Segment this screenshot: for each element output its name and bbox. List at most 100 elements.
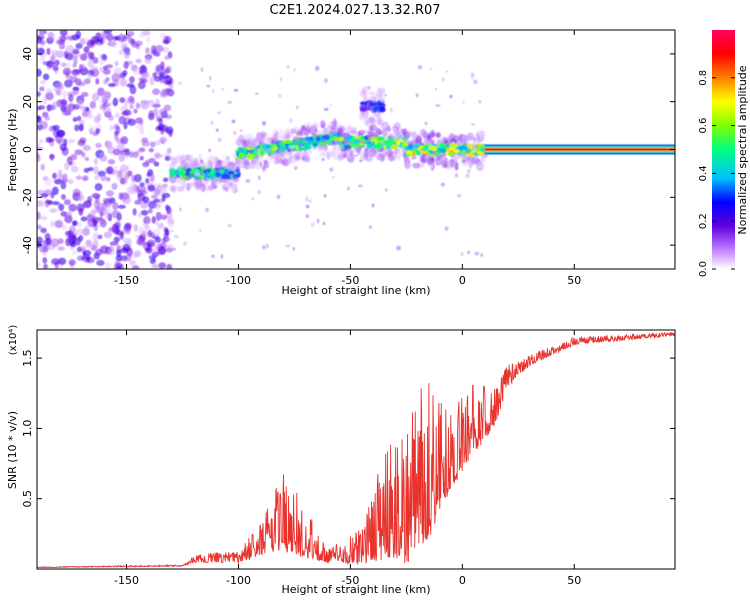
spectrogram-cell <box>359 159 362 163</box>
spectrogram-cell <box>83 46 90 53</box>
spectrogram-cell <box>60 211 67 217</box>
spectrogram-cell <box>357 129 366 135</box>
spectrogram-cell <box>152 72 158 79</box>
spectrogram-cell <box>351 135 356 142</box>
spectrogram-cell <box>76 203 85 213</box>
spectrogram-cell <box>308 199 312 203</box>
spectrogram-cell <box>405 130 413 138</box>
spectrogram-cell <box>377 87 386 94</box>
spectrogram-cell <box>135 238 143 246</box>
spectrogram-cell <box>99 66 104 73</box>
spectrogram-cell <box>133 223 139 232</box>
spectrogram-cell <box>449 94 453 99</box>
spectrogram-cell <box>46 47 51 56</box>
spectrogram-cell <box>79 64 86 71</box>
spectrogram-cell <box>43 263 48 269</box>
spectrogram-cell <box>344 136 352 140</box>
spectrogram-cell <box>207 160 213 169</box>
spectrogram-cell <box>245 179 251 183</box>
spectrogram-cell <box>379 131 382 136</box>
spectrogram-cell <box>89 125 97 133</box>
spectrogram-cell <box>179 207 182 212</box>
spectrogram-panel: -150 -100 -50 0 50 -40 -20 0 20 40 Height of str… <box>6 29 676 297</box>
snr-y-tick-label: 1.0 <box>21 420 34 438</box>
spectrogram-cell <box>176 186 185 192</box>
spectrogram-cell <box>206 168 212 174</box>
spectrogram-cell <box>54 220 64 228</box>
spectrogram-cell <box>435 104 441 107</box>
spectrogram-cell <box>37 154 41 163</box>
spectrogram-cell <box>60 181 67 190</box>
spectrogram-cell <box>396 153 401 161</box>
spectrogram-cell <box>329 167 334 172</box>
spectrogram-cell <box>96 36 104 43</box>
colorbar: 0.0 0.2 0.4 0.6 0.8 Normalized spectral ampl… <box>698 30 749 277</box>
spectrogram-cell <box>471 123 476 126</box>
spectrogram-cell <box>147 184 156 192</box>
spectrogram-cell <box>129 76 135 84</box>
spectrogram-cell <box>350 130 357 135</box>
spectrogram-cell <box>241 139 247 144</box>
spectrogram-cell <box>84 156 90 162</box>
spectrogram-cell <box>110 39 118 48</box>
spectrogram-cell <box>117 33 126 43</box>
spectrogram-cell <box>238 162 246 169</box>
spectrogram-cell <box>93 42 101 47</box>
spectrogram-cell <box>463 134 472 140</box>
spectrogram-cell <box>134 250 142 258</box>
spectrogram-cell <box>37 47 45 56</box>
spectrogram-cell <box>221 173 228 180</box>
spectrogram-cell <box>37 200 45 207</box>
spectrogram-cell <box>163 227 169 233</box>
spectrogram-cell <box>72 63 77 68</box>
spectrogram-cell <box>424 121 428 125</box>
spectrogram-cell <box>40 80 47 85</box>
spectrogram-cell <box>129 183 138 191</box>
spectrogram-cell <box>53 178 63 185</box>
spectrogram-cell <box>75 175 83 180</box>
spectrogram-cell <box>305 213 309 218</box>
spectrogram-cell <box>438 142 445 148</box>
spectrogram-cell <box>54 59 60 66</box>
spectrogram-cell <box>105 204 112 213</box>
spectrogram-cell <box>361 86 367 95</box>
spectrogram-cell <box>77 139 86 147</box>
spectrogram-cell <box>51 238 60 247</box>
spectrogram-cell <box>146 100 155 107</box>
spectrogram-cell <box>109 125 115 131</box>
spectrogram-x-tick-label: -100 <box>226 274 251 287</box>
spectrogram-cell <box>454 173 458 178</box>
spectrogram-cell <box>75 228 84 235</box>
spectrogram-cell <box>83 167 90 173</box>
spectrogram-cell <box>208 148 211 153</box>
spectrogram-cell <box>285 127 290 133</box>
spectrogram-cell <box>107 82 116 88</box>
spectrogram-cell <box>253 143 256 149</box>
spectrogram-cell <box>109 241 119 246</box>
spectrogram-cell <box>162 39 170 45</box>
spectrogram-cell <box>37 262 41 268</box>
spectrogram-cell <box>169 185 176 192</box>
spectrogram-cell <box>94 183 103 191</box>
spectrogram-cell <box>119 177 128 185</box>
spectrogram-cell <box>75 43 83 50</box>
spectrogram-cell <box>414 136 423 144</box>
spectrogram-cell <box>274 155 280 165</box>
spectrogram-y-tick-label: 40 <box>21 47 34 61</box>
spectrogram-cell <box>72 220 78 226</box>
spectrogram-cell <box>169 171 176 177</box>
spectrogram-cell <box>343 147 347 151</box>
spectrogram-cell <box>344 140 352 146</box>
spectrogram-cell <box>65 45 75 54</box>
spectrogram-cell <box>37 146 44 151</box>
spectrogram-cell <box>427 156 432 166</box>
spectrogram-cell <box>72 117 78 122</box>
spectrogram-cell <box>338 143 344 151</box>
spectrogram-cell <box>180 159 186 167</box>
spectrogram-cell <box>217 111 221 115</box>
spectrogram-cell <box>460 252 464 256</box>
spectrogram-cell <box>164 55 170 60</box>
spectrogram-cell <box>144 159 151 165</box>
spectrogram-cell <box>323 107 329 111</box>
spectrogram-cell <box>52 201 60 206</box>
